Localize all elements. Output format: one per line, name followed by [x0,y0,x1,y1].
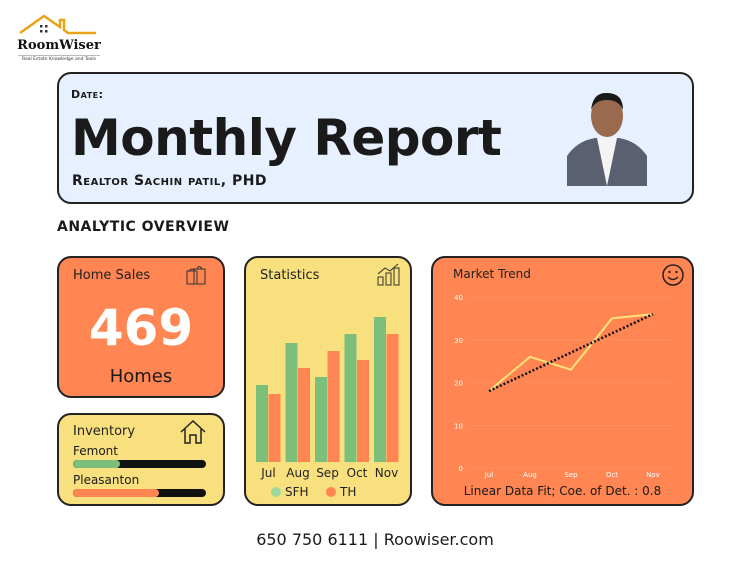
home-sales-value: 469 [88,299,194,357]
x-tick-label: Aug [286,466,309,480]
market-trend-title: Market Trend [453,267,531,281]
page-title: Monthly Report [71,109,502,167]
x-tick-label: Sep [564,471,578,479]
footer-separator: | [373,530,379,549]
bar-th-aug [298,368,310,462]
home-sales-title: Home Sales [73,268,151,283]
growth-chart-icon [377,263,400,286]
inventory-card: Inventory Femont Pleasanton [57,413,225,506]
chart-caption: Linear Data Fit; Coe. of Det. : 0.8 [463,484,662,498]
x-tick-label: Aug [523,471,537,479]
inventory-bar-fill [73,489,160,497]
statistics-title: Statistics [260,268,320,283]
logo: RoomWiser Real Estate Knowledge and Tool… [14,12,104,64]
x-tick-label: Nov [375,466,398,480]
y-tick-label: 20 [454,380,463,388]
footer: 650 750 6111 | Roowiser.com [0,530,750,549]
section-title: ANALYTIC OVERVIEW [57,219,230,235]
legend-label: SFH [285,485,309,499]
x-tick-label: Jul [260,466,275,480]
inventory-bar [73,489,206,497]
bar-sfh-oct [344,334,357,462]
bar-th-jul [268,394,281,462]
trendline [488,312,654,393]
header-card: Date: Monthly Report Realtor Sachin pati… [57,72,694,204]
inventory-title: Inventory [73,424,136,439]
y-tick-label: 0 [459,465,463,473]
phone-number: 650 750 6111 [256,530,369,549]
smiley-icon [662,264,684,286]
house-icon [180,419,206,444]
bar-sfh-jul [256,385,268,462]
logo-tagline: Real Estate Knowledge and Tools [18,55,100,62]
bar-sfh-sep [315,377,327,462]
x-tick-label: Oct [606,471,618,479]
x-tick-label: Sep [316,466,339,480]
shopping-bags-icon [186,266,206,285]
realtor-photo [567,92,647,186]
inventory-bar-fill [73,460,120,468]
realtor-name: Realtor Sachin patil, PHD [72,173,268,189]
y-tick-label: 10 [454,422,463,430]
y-tick-label: 40 [454,294,463,302]
x-tick-label: Jul [484,471,494,479]
bar-th-sep [327,351,340,462]
date-label: Date: [71,88,104,101]
legend-swatch [326,487,336,497]
inventory-bar [73,460,206,468]
bar-sfh-aug [285,343,298,462]
inventory-label: Pleasanton [73,473,140,487]
statistics-card: Statistics Jul Aug Sep Oct Nov SFH TH [244,256,412,506]
legend-label: TH [339,485,356,499]
bar-th-nov [386,334,399,462]
bar-chart: Jul Aug Sep Oct Nov SFH TH [256,317,399,499]
home-sales-unit: Homes [109,366,173,387]
legend-swatch [271,487,281,497]
x-tick-label: Nov [646,471,660,479]
inventory-label: Femont [73,444,118,458]
bar-th-oct [357,360,369,462]
home-sales-card: Home Sales 469 Homes [57,256,225,398]
x-tick-label: Oct [347,466,368,480]
roof-icon [19,14,96,35]
line-chart: 0 10 20 30 40 Jul Aug Sep Oct Nov [454,294,673,479]
y-tick-label: 30 [454,337,463,345]
bar-sfh-nov [374,317,386,462]
website-link[interactable]: Roowiser.com [383,530,494,549]
market-trend-card: Market Trend 0 10 20 30 40 Jul Aug Sep Oct Nov Li… [431,256,694,506]
logo-name: RoomWiser [17,38,101,53]
